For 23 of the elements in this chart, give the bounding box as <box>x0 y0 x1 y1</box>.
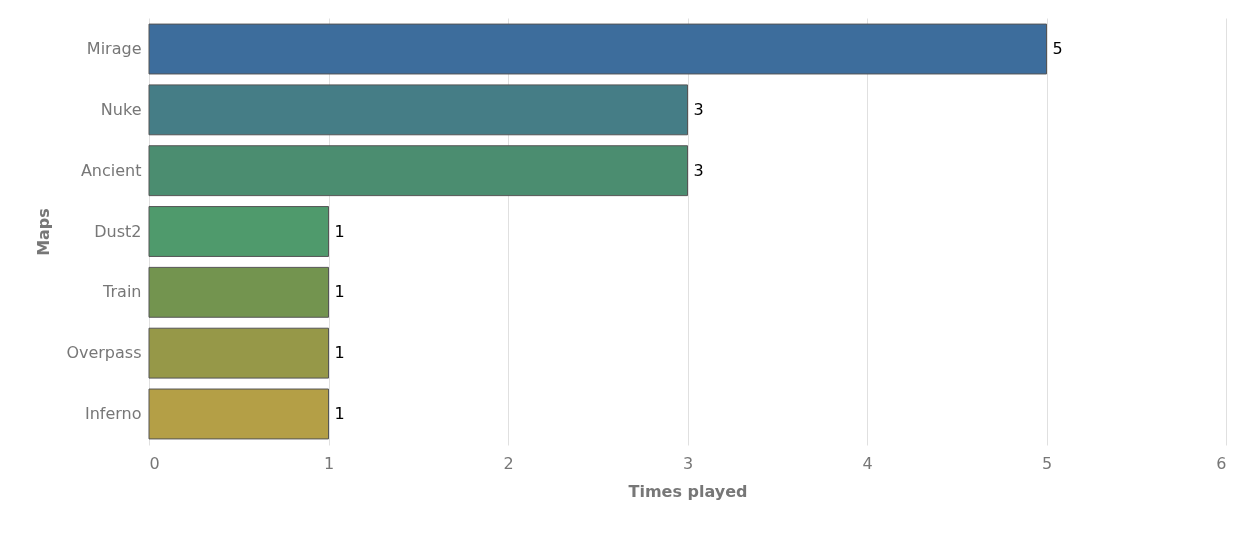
y-tick-label: Ancient <box>80 160 142 180</box>
y-axis-title: Maps <box>34 208 54 256</box>
x-tick-label: 4 <box>862 453 873 473</box>
data-label: 1 <box>334 282 345 302</box>
y-tick-label: Mirage <box>86 39 142 59</box>
x-tick-label: 2 <box>503 453 514 473</box>
data-label: 1 <box>334 403 345 423</box>
data-label: 1 <box>334 343 345 363</box>
x-tick-label: 3 <box>682 453 694 473</box>
x-axis-title: Times played <box>628 481 748 501</box>
x-tick-label: 6 <box>1216 453 1227 473</box>
data-label: 3 <box>693 160 704 180</box>
x-tick-label: 5 <box>1041 453 1053 473</box>
x-tick-label: 1 <box>323 453 335 473</box>
y-tick-label: Nuke <box>100 99 142 119</box>
data-label: 3 <box>693 99 704 119</box>
y-tick-label: Inferno <box>84 403 142 423</box>
y-tick-label: Overpass <box>66 343 142 363</box>
y-tick-label: Dust2 <box>94 221 142 241</box>
y-tick-label: Train <box>102 282 142 302</box>
x-tick-label: 0 <box>149 453 160 473</box>
data-label: 1 <box>334 221 345 241</box>
data-label: 5 <box>1052 39 1063 59</box>
